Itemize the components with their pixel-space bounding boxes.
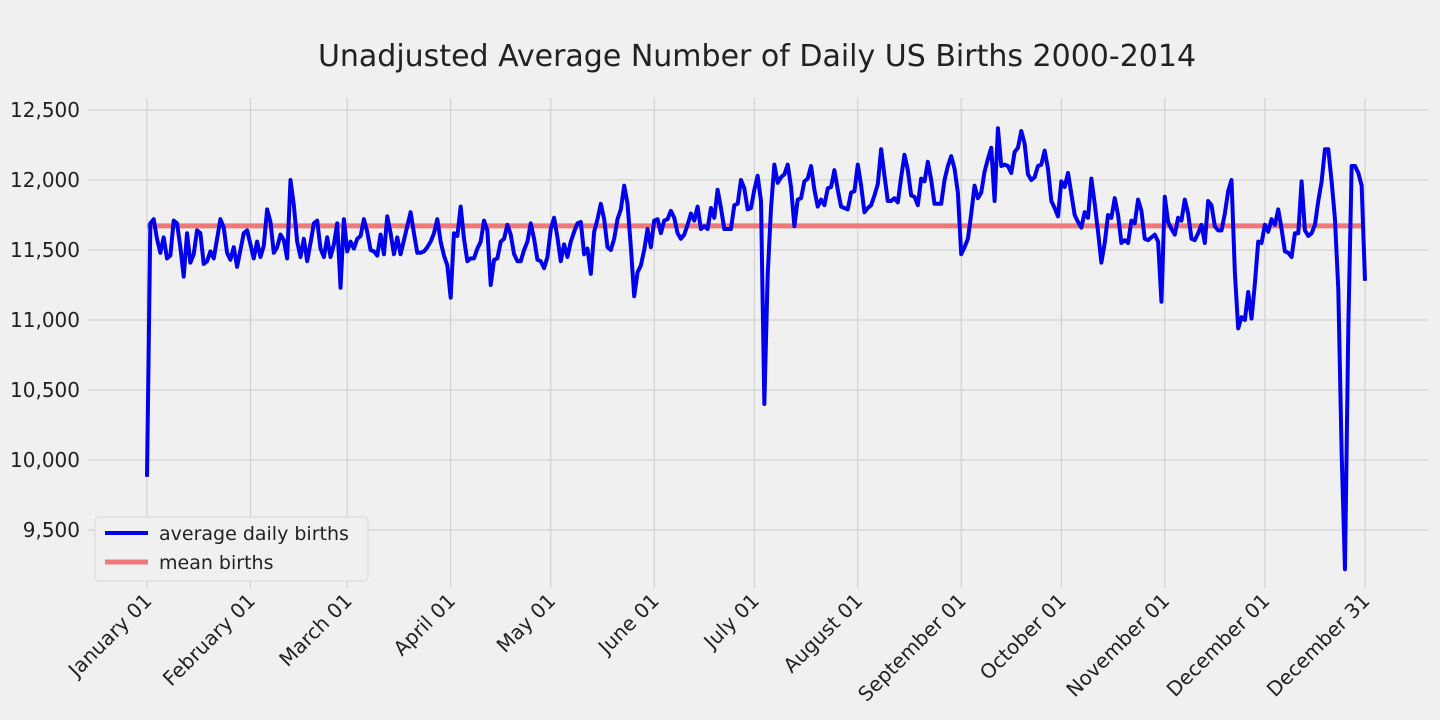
series-layer (145, 126, 1367, 572)
x-tick-label: February 01 (158, 589, 260, 691)
legend-label-mean-births: mean births (159, 552, 273, 574)
y-tick-label: 12,500 (10, 98, 80, 122)
x-tick-label: December 01 (1162, 589, 1275, 702)
legend: average daily births mean births (94, 516, 369, 582)
y-tick-label: 10,000 (10, 448, 80, 472)
x-tick-label: December 31 (1262, 589, 1375, 702)
y-axis-ticks: 9,500 10,000 10,500 11,000 11,500 12,000 12,50… (10, 98, 80, 542)
y-tick-label: 11,000 (10, 308, 80, 332)
y-tick-label: 11,500 (10, 238, 80, 262)
chart-title: Unadjusted Average Number of Daily US Bi… (318, 39, 1196, 74)
x-tick-label: April 01 (388, 589, 460, 661)
average-daily-births-line (145, 126, 1367, 572)
x-tick-label: July 01 (698, 589, 764, 655)
x-tick-label: September 01 (853, 589, 971, 707)
y-tick-label: 10,500 (10, 378, 80, 402)
x-tick-label: March 01 (274, 589, 357, 672)
legend-box (94, 516, 369, 582)
y-tick-label: 9,500 (23, 518, 80, 542)
x-tick-label: August 01 (778, 589, 867, 678)
x-tick-label: October 01 (975, 589, 1071, 685)
x-axis-ticks: January 01 February 01 March 01 April 01 May… (62, 589, 1374, 707)
x-tick-label: June 01 (592, 589, 664, 661)
y-tick-label: 12,000 (10, 168, 80, 192)
x-tick-label: November 01 (1061, 589, 1174, 702)
grid (88, 98, 1428, 588)
x-tick-label: January 01 (62, 589, 156, 683)
x-tick-label: May 01 (492, 589, 561, 658)
legend-label-average-daily-births: average daily births (159, 523, 349, 545)
